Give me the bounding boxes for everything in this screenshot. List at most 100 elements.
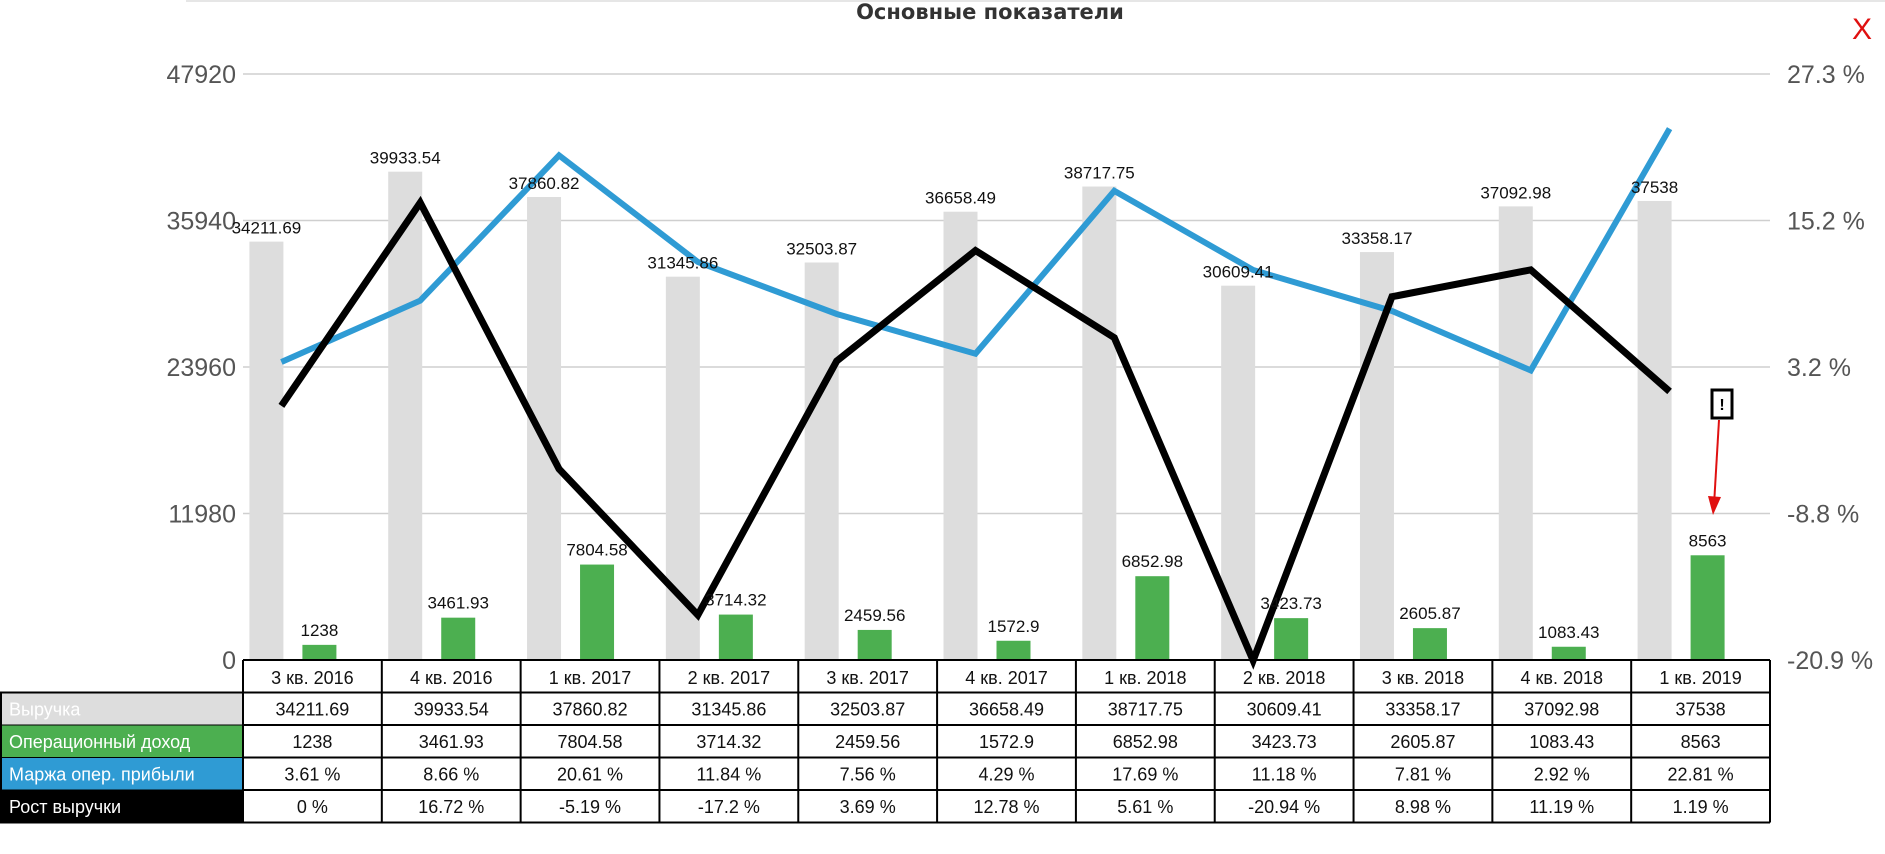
revenue-data-label: 37092.98 xyxy=(1480,183,1551,202)
alert-arrow-icon xyxy=(1713,419,1720,506)
table-cell: 7804.58 xyxy=(558,732,623,752)
revenue-data-label: 33358.17 xyxy=(1342,229,1413,248)
alert-icon: ! xyxy=(1719,397,1724,414)
table-header-1-кв-2019: 1 кв. 2019 xyxy=(1659,668,1742,688)
operating-income-bar xyxy=(1690,555,1725,660)
operating-income-data-label: 3423.73 xyxy=(1260,594,1321,613)
table-row-label-growth: Рост выручки xyxy=(9,797,121,817)
alert-box xyxy=(1710,388,1734,420)
operating-income-bar xyxy=(441,617,476,660)
table-cell: 37092.98 xyxy=(1524,700,1599,720)
operating-income-data-label: 8563 xyxy=(1689,531,1727,550)
table-header-1-кв-2017: 1 кв. 2017 xyxy=(549,668,632,688)
table-row-label-margin: Маржа опер. прибыли xyxy=(9,765,195,785)
alert-marker[interactable]: ! xyxy=(1710,388,1734,420)
table-header-4-кв-2018: 4 кв. 2018 xyxy=(1521,668,1604,688)
operating-income-data-label: 2459.56 xyxy=(844,606,905,625)
table-cell: 11.19 % xyxy=(1529,797,1594,817)
table-cell: 7.81 % xyxy=(1395,765,1451,785)
table-cell: 36658.49 xyxy=(969,700,1044,720)
table-cell: 17.69 % xyxy=(1112,765,1178,785)
labels-layer: 34211.69 39933.54 37860.82 31345.86 32503.87… xyxy=(232,149,1727,642)
table-header-1-кв-2018: 1 кв. 2018 xyxy=(1104,668,1187,688)
revenue-bar xyxy=(249,241,284,660)
operating-income-bar xyxy=(302,644,337,660)
table-cell: 39933.54 xyxy=(414,700,489,720)
table-cell: 1572.9 xyxy=(979,732,1034,752)
revenue-bar xyxy=(1359,252,1394,661)
operating-income-bar xyxy=(580,564,615,660)
operating-income-data-label: 1238 xyxy=(300,621,338,640)
table-cell: 3461.93 xyxy=(419,732,484,752)
operating-income-data-label: 1572.9 xyxy=(988,617,1040,636)
table-cell: -20.94 % xyxy=(1248,797,1320,817)
table-cell: 37538 xyxy=(1676,700,1726,720)
operating-income-bar xyxy=(1274,618,1309,660)
overlay-layer: Основные показатели X ! xyxy=(186,0,1885,515)
revenue-bar xyxy=(527,197,562,660)
table-row-label-cell xyxy=(0,724,244,758)
y2-tick-label: -8.8 % xyxy=(1787,501,1859,529)
table-cell: 2605.87 xyxy=(1390,732,1455,752)
y-tick-label: 0 xyxy=(222,647,236,675)
data-table: 3 кв. 2016 4 кв. 2016 1 кв. 2017 2 кв. 2017… xyxy=(0,659,1771,824)
table-cell: 6852.98 xyxy=(1113,732,1178,752)
y2-tick-label: -20.9 % xyxy=(1787,647,1873,675)
table-cell: 32503.87 xyxy=(830,700,905,720)
table-cell: 7.56 % xyxy=(840,765,896,785)
table-header-3-кв-2018: 3 кв. 2018 xyxy=(1382,668,1465,688)
table-cell: 1083.43 xyxy=(1529,732,1594,752)
alert-arrowhead-icon xyxy=(1708,496,1721,515)
revenue-data-label: 39933.54 xyxy=(370,149,441,168)
table-cell: 22.81 % xyxy=(1668,765,1734,785)
revenue-data-label: 37538 xyxy=(1631,178,1678,197)
table-row-label-revenue: Выручка xyxy=(9,700,81,720)
revenue-data-label: 34211.69 xyxy=(232,219,302,238)
operating-income-bar xyxy=(1412,628,1447,660)
revenue-data-label: 37860.82 xyxy=(509,174,580,193)
table-cell: 33358.17 xyxy=(1385,700,1460,720)
table-cell: 2.92 % xyxy=(1534,765,1590,785)
table-cell: -5.19 % xyxy=(559,797,621,817)
table-header-3-кв-2017: 3 кв. 2017 xyxy=(826,668,909,688)
table-cell: 38717.75 xyxy=(1108,700,1183,720)
operating-income-data-label: 7804.58 xyxy=(566,541,627,560)
bars-layer xyxy=(249,171,1725,661)
table-cell: -17.2 % xyxy=(698,797,760,817)
table-cell: 5.61 % xyxy=(1117,797,1173,817)
table-cell: 31345.86 xyxy=(691,700,766,720)
revenue-bar xyxy=(388,171,423,661)
y-tick-label: 47920 xyxy=(166,61,236,89)
table-cell: 3.69 % xyxy=(840,797,896,817)
operating-income-data-label: 6852.98 xyxy=(1122,552,1183,571)
table-cell: 11.84 % xyxy=(697,765,762,785)
operating-income-bar xyxy=(718,614,753,660)
table-cell: 2459.56 xyxy=(835,732,900,752)
revenue-data-label: 36658.49 xyxy=(925,189,996,208)
revenue-bar xyxy=(943,211,978,660)
operating-income-data-label: 2605.87 xyxy=(1399,604,1460,623)
table-header-3-кв-2016: 3 кв. 2016 xyxy=(271,668,354,688)
revenue-bar xyxy=(1498,206,1533,660)
y2-tick-label: 3.2 % xyxy=(1787,354,1851,382)
revenue-data-label: 32503.87 xyxy=(786,240,857,259)
table-cell: 8563 xyxy=(1681,732,1721,752)
revenue-bar xyxy=(1637,200,1672,661)
table-cell: 4.29 % xyxy=(978,765,1034,785)
operating-income-data-label: 3461.93 xyxy=(428,594,489,613)
operating-income-bar xyxy=(1135,576,1170,660)
operating-income-bar xyxy=(857,629,892,660)
table-row-label-operating_income: Операционный доход xyxy=(9,732,191,752)
table-cell: 3.61 % xyxy=(284,765,340,785)
table-cell: 3714.32 xyxy=(696,732,761,752)
close-icon[interactable]: X xyxy=(1852,13,1872,46)
table-cell: 16.72 % xyxy=(418,797,484,817)
revenue-data-label: 38717.75 xyxy=(1064,164,1135,183)
table-header-4-кв-2016: 4 кв. 2016 xyxy=(410,668,493,688)
y2-tick-label: 27.3 % xyxy=(1787,61,1865,89)
table-cell: 0 % xyxy=(297,797,328,817)
y-tick-label: 23960 xyxy=(166,354,236,382)
revenue-bar xyxy=(1082,186,1117,661)
table-cell: 8.98 % xyxy=(1395,797,1451,817)
